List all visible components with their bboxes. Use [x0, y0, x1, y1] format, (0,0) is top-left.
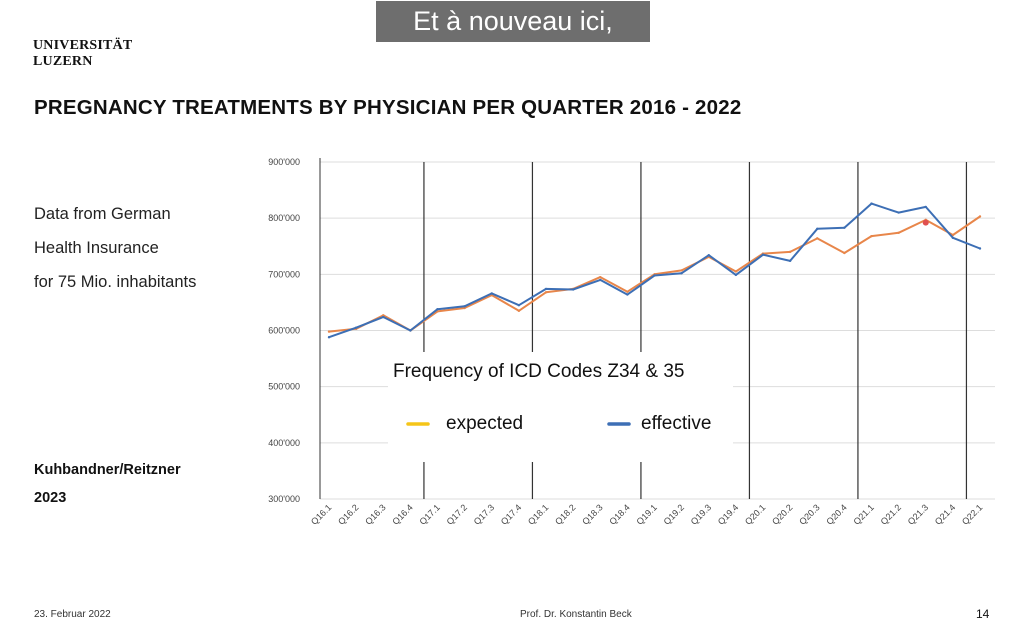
footer-date: 23. Februar 2022 [34, 609, 111, 620]
x-tick-label: Q19.4 [716, 502, 740, 526]
x-tick-label: Q17.1 [417, 502, 441, 526]
data-point-effective [599, 278, 602, 282]
data-point-expected [788, 250, 792, 254]
y-tick-label: 600'000 [268, 326, 300, 336]
data-point-expected [734, 270, 738, 273]
chart-annotation: Frequency of ICD Codes Z34 & 35 [393, 361, 684, 382]
data-point-expected [626, 290, 629, 293]
x-tick-label: Q19.2 [662, 502, 686, 526]
data-point-expected [382, 314, 385, 317]
x-tick-label: Q21.4 [933, 502, 957, 526]
x-tick-label: Q19.1 [634, 502, 658, 526]
data-point-effective [951, 236, 955, 240]
data-point-expected [897, 231, 900, 234]
y-tick-label: 300'000 [268, 494, 300, 504]
video-subtitle-caption: Et à nouveau ici, [376, 1, 650, 42]
x-tick-label: Q20.1 [743, 502, 767, 526]
data-point-effective [788, 259, 792, 263]
highlight-point [922, 219, 929, 226]
x-tick-label: Q17.2 [445, 502, 469, 526]
series-line-effective [328, 202, 981, 339]
x-tick-label: Q16.4 [390, 502, 414, 526]
data-point-effective [571, 288, 575, 291]
x-tick-label: Q21.3 [906, 502, 930, 526]
x-tick-label: Q21.2 [879, 502, 903, 526]
x-tick-label: Q18.1 [526, 502, 550, 526]
source-note-line-2: Health Insurance [34, 239, 159, 257]
x-tick-label: Q20.4 [824, 502, 848, 526]
data-point-effective [626, 293, 629, 296]
page-title: PREGNANCY TREATMENTS BY PHYSICIAN PER QU… [34, 96, 742, 119]
data-point-expected [544, 291, 548, 294]
legend-label-expected: expected [446, 413, 523, 434]
x-tick-label: Q16.3 [363, 502, 387, 526]
data-point-effective [843, 226, 846, 229]
logo-line-1: UNIVERSITÄT [33, 38, 133, 53]
data-point-effective [870, 202, 873, 205]
data-point-effective [436, 307, 439, 311]
data-point-effective [490, 292, 493, 295]
data-point-effective [707, 254, 710, 257]
x-tick-label: Q21.1 [851, 502, 875, 526]
data-point-expected [978, 215, 982, 218]
data-point-effective [978, 247, 982, 250]
data-point-expected [599, 275, 602, 279]
annotation-background [388, 352, 733, 462]
source-note-line-1: Data from German [34, 205, 171, 223]
data-point-effective [517, 304, 521, 307]
legend-label-effective: effective [641, 413, 711, 434]
x-tick-label: Q18.4 [607, 502, 631, 526]
x-tick-label: Q16.2 [336, 502, 360, 526]
x-tick-label: Q18.3 [580, 502, 604, 526]
data-point-effective [924, 205, 927, 209]
x-tick-label: Q22.1 [960, 502, 984, 526]
data-point-effective [897, 211, 900, 214]
data-point-expected [327, 330, 331, 333]
data-point-effective [734, 273, 738, 277]
x-tick-label: Q20.3 [797, 502, 821, 526]
data-point-expected [517, 309, 521, 313]
y-tick-label: 800'000 [268, 213, 300, 223]
page-number: 14 [976, 607, 990, 621]
y-tick-label: 400'000 [268, 438, 300, 448]
university-logo: UNIVERSITÄT LUZERN [33, 38, 132, 70]
y-tick-label: 900'000 [268, 157, 300, 167]
data-point-effective [680, 272, 683, 275]
data-point-expected [870, 234, 873, 238]
data-point-effective [354, 326, 358, 329]
authors-citation: Kuhbandner/Reitzner 2023 [34, 456, 181, 512]
data-point-expected [463, 306, 466, 310]
x-tick-label: Q19.3 [689, 502, 713, 526]
data-point-effective [382, 315, 385, 319]
authors-line-2: 2023 [34, 490, 67, 506]
data-point-effective [463, 305, 466, 308]
y-tick-label: 500'000 [268, 382, 300, 392]
x-tick-label: Q18.2 [553, 502, 577, 526]
data-point-effective [327, 336, 331, 339]
data-point-expected [843, 251, 846, 255]
source-note-line-3: for 75 Mio. inhabitants [34, 273, 197, 291]
x-tick-label: Q20.2 [770, 502, 794, 526]
data-point-effective [653, 274, 656, 277]
x-tick-label: Q16.1 [309, 502, 333, 526]
source-note: Data from German Health Insurance for 75… [34, 197, 196, 299]
y-tick-label: 700'000 [268, 269, 300, 279]
data-point-effective [761, 253, 765, 256]
data-point-expected [680, 269, 683, 272]
logo-line-2: LUZERN [33, 54, 93, 69]
x-tick-label: Q17.4 [499, 502, 523, 526]
authors-line-1: Kuhbandner/Reitzner [34, 462, 181, 478]
data-point-effective [544, 287, 548, 291]
data-point-effective [816, 227, 819, 231]
data-point-expected [816, 237, 819, 240]
x-tick-label: Q17.3 [472, 502, 496, 526]
data-point-effective [409, 329, 412, 332]
footer-author: Prof. Dr. Konstantin Beck [520, 609, 632, 620]
